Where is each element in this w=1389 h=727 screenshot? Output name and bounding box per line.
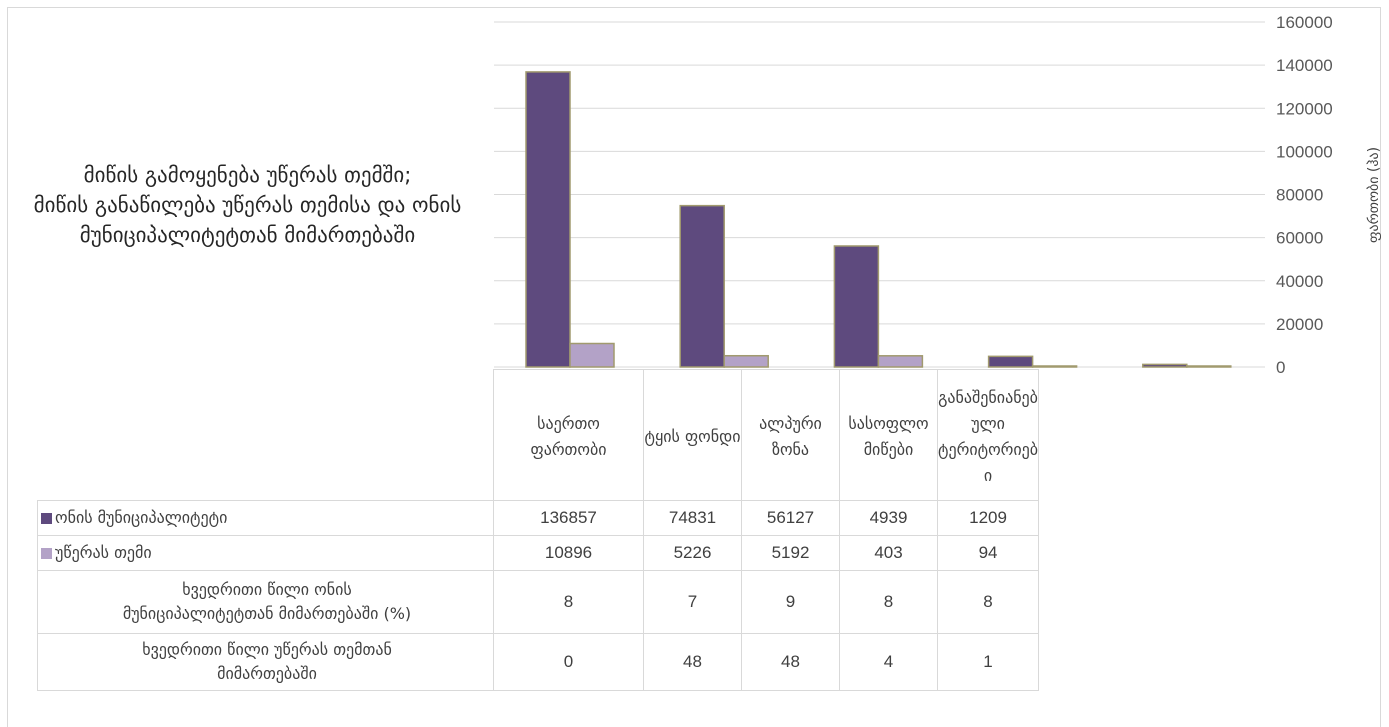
category-label: ალპური ზონა: [741, 369, 840, 501]
data-label: 10896: [493, 534, 644, 571]
bar-oni: [1142, 363, 1188, 368]
y-tick-label: 20000: [1276, 315, 1323, 334]
bar-oni: [987, 355, 1034, 368]
legend-swatch: [41, 513, 52, 524]
table-row: უწერას თემი 10896 5226 5192 403 94: [37, 534, 1040, 571]
legend-label: უწერას თემი: [55, 543, 152, 562]
y-tick-label: 100000: [1276, 142, 1333, 161]
share-value: 0: [493, 632, 644, 691]
category-label: განაშენიანებ ული ტერიტორიებ ი: [936, 369, 1040, 501]
share-value: 48: [741, 632, 840, 691]
table-row: ხვედრითი წილი უწერას თემთან მიმართებაში 0…: [37, 632, 1040, 691]
bar-oni: [679, 204, 725, 368]
y-tick-label: 60000: [1276, 229, 1323, 248]
y-tick-label: 160000: [1276, 13, 1333, 32]
row-label: ხვედრითი წილი ონის მუნიციპალიტეტთან მიმა…: [37, 569, 494, 634]
y-tick-label: 0: [1276, 358, 1285, 377]
bar-ushera: [1031, 365, 1078, 368]
y-axis-title: ფართობი (ჰა): [1365, 147, 1382, 243]
data-label: 5192: [741, 534, 840, 571]
data-label: 74831: [643, 499, 742, 536]
category-label: სასოფლო მიწები: [839, 369, 938, 501]
data-label: 136857: [493, 499, 644, 536]
legend-ushera: უწერას თემი: [37, 534, 494, 571]
share-value: 9: [741, 569, 840, 634]
bar-ushera: [569, 342, 615, 368]
y-tick-label: 40000: [1276, 272, 1323, 291]
bar-ushera: [723, 354, 769, 368]
share-value: 4: [839, 632, 938, 691]
table-row: ონის მუნიციპალიტეტი 136857 74831 56127 4939 1…: [37, 499, 1040, 536]
y-tick-label: 80000: [1276, 186, 1323, 205]
table-corner: [37, 369, 494, 501]
data-label: 4939: [839, 499, 938, 536]
table-header-row: საერთო ფართობი ტყის ფონდი ალპური ზონა სასოფ…: [37, 369, 1040, 501]
share-value: 8: [839, 569, 938, 634]
y-tick-label: 140000: [1276, 56, 1333, 75]
bar-ushera: [1186, 365, 1232, 368]
data-table: საერთო ფართობი ტყის ფონდი ალპური ზონა სასოფ…: [37, 369, 1040, 691]
legend-oni: ონის მუნიციპალიტეტი: [37, 499, 494, 536]
share-value: 7: [643, 569, 742, 634]
bar-oni: [525, 71, 571, 368]
category-label: საერთო ფართობი: [493, 369, 644, 501]
data-label: 5226: [643, 534, 742, 571]
share-value: 8: [493, 569, 644, 634]
chart-frame: [7, 7, 1381, 727]
category-label: ტყის ფონდი: [643, 369, 742, 501]
data-label: 403: [839, 534, 938, 571]
data-label: 56127: [741, 499, 840, 536]
share-value: 8: [936, 569, 1040, 634]
row-label: ხვედრითი წილი უწერას თემთან მიმართებაში: [37, 632, 494, 691]
data-label: 94: [936, 534, 1040, 571]
legend-label: ონის მუნიციპალიტეტი: [55, 508, 228, 527]
share-value: 48: [643, 632, 742, 691]
legend-swatch: [41, 548, 52, 559]
data-label: 1209: [936, 499, 1040, 536]
bar-ushera: [877, 355, 924, 368]
bar-oni: [833, 245, 880, 368]
chart-title: მიწის გამოყენება უწერას თემში; მიწის გან…: [33, 163, 462, 247]
table-row: ხვედრითი წილი ონის მუნიციპალიტეტთან მიმა…: [37, 569, 1040, 634]
share-value: 1: [936, 632, 1040, 691]
y-tick-label: 120000: [1276, 99, 1333, 118]
